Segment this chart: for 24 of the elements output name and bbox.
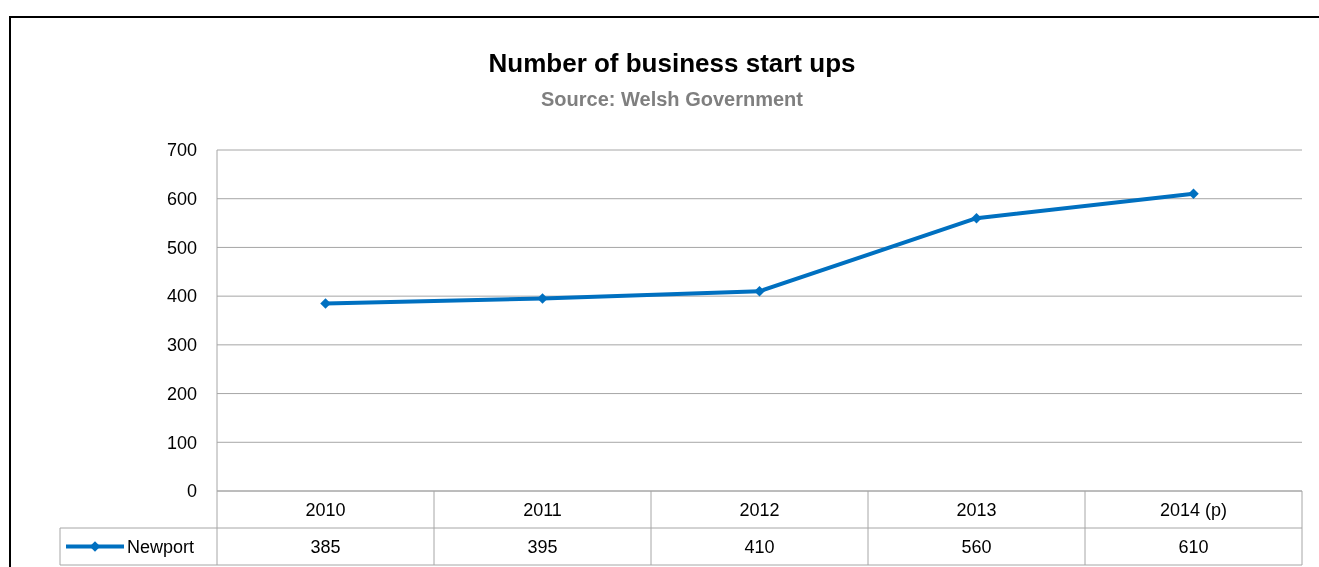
y-tick-label: 700	[166, 140, 197, 161]
chart-title: Number of business start ups	[488, 48, 856, 78]
point	[1188, 188, 1199, 200]
x-tick-label: 2014 (p)	[1159, 499, 1228, 520]
y-tick-label: 400	[166, 286, 197, 307]
y-tick-label: 0	[186, 481, 197, 502]
y-tick-label: 300	[166, 335, 197, 356]
y-tick-label: 500	[166, 237, 197, 258]
data-label: 610	[1178, 536, 1209, 557]
point	[971, 212, 982, 224]
x-tick-label: 2011	[523, 499, 562, 520]
data-label: 385	[310, 536, 341, 557]
x-tick-label: 2013	[956, 499, 997, 520]
chart-subtitle: Source: Welsh Government	[541, 88, 804, 110]
y-tick-label: 200	[166, 383, 197, 404]
y-tick-label: 600	[166, 189, 197, 210]
x-tick-label: 2012	[739, 499, 780, 520]
x-tick-label: 2010	[305, 499, 346, 520]
legend-label: Newport	[127, 536, 195, 557]
data-label: 410	[744, 536, 775, 557]
data-label: 395	[527, 536, 558, 557]
point	[754, 286, 765, 297]
y-tick-label: 100	[166, 432, 197, 453]
data-label: 560	[961, 536, 992, 557]
